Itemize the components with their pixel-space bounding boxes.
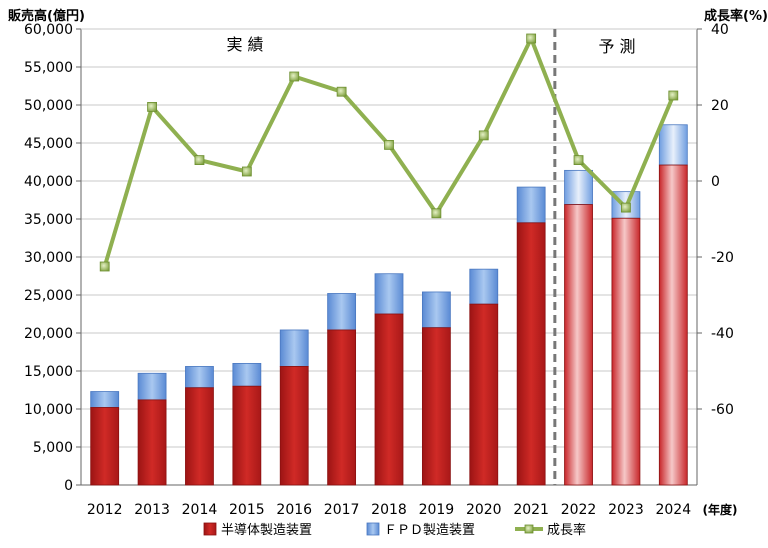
legend: 半導体製造装置 ＦＰＤ製造装置 成長率 [203, 522, 586, 538]
left-tick-label: 0 [64, 478, 73, 494]
growth-point-2015 [241, 166, 252, 177]
left-tick-label: 20,000 [24, 326, 73, 342]
left-tick-label: 40,000 [24, 174, 73, 190]
bar-semiconductor-2016 [279, 366, 309, 486]
right-tick-label: -60 [711, 402, 734, 418]
bar-fpd-2014 [185, 366, 214, 389]
right-axis-title: 成長率(%) [704, 8, 768, 24]
bar-fpd-2012 [90, 391, 120, 408]
bar-fpd-2024 [658, 124, 688, 166]
growth-point-2019 [431, 208, 442, 219]
bar-fpd-2015 [232, 362, 262, 387]
x-tick-label: 2014 [182, 502, 218, 518]
legend-swatch-fpd [366, 522, 380, 536]
growth-point-2017 [336, 86, 347, 97]
legend-label-semiconductor: 半導体製造装置 [221, 523, 312, 538]
x-tick-label: 2024 [655, 502, 691, 518]
left-tick-label: 30,000 [24, 250, 73, 266]
bar-semiconductor-2014 [185, 387, 214, 486]
right-tick-label: -40 [711, 326, 734, 342]
legend-marker-growth [524, 524, 534, 534]
x-tick-label: 2016 [276, 502, 312, 518]
legend-item-fpd: ＦＰＤ製造装置 [366, 522, 475, 538]
x-tick-label: 2020 [466, 502, 502, 518]
bar-fpd-2019 [421, 291, 451, 329]
left-axis-title: 販売高(億円) [8, 8, 85, 24]
x-tick-label: 2022 [561, 502, 597, 518]
left-tick-label: 45,000 [24, 136, 73, 152]
x-axis-ticks: 2012 2013 2014 2015 2016 2017 2018 2019 2020 2021… [87, 502, 691, 518]
bar-fpd-2020 [469, 268, 499, 305]
x-tick-label: 2019 [419, 502, 455, 518]
growth-point-2021 [526, 33, 537, 44]
legend-label-fpd: ＦＰＤ製造装置 [384, 523, 475, 538]
left-tick-label: 35,000 [24, 212, 73, 228]
bar-semiconductor-2018 [374, 313, 404, 486]
bar-fpd-2013 [137, 372, 167, 401]
x-unit-label: (年度) [703, 502, 738, 517]
left-tick-label: 50,000 [24, 98, 73, 114]
x-tick-label: 2012 [87, 502, 123, 518]
right-tick-label: 0 [711, 174, 720, 190]
bars [90, 124, 688, 486]
bar-fpd-2017 [327, 293, 357, 331]
bar-semiconductor-2021 [516, 222, 546, 486]
region-label-actual: 実 績 [226, 35, 263, 54]
left-tick-label: 10,000 [24, 402, 73, 418]
left-axis-ticks: 0 5,000 10,000 15,000 20,000 25,000 30,000 35,0… [24, 22, 81, 494]
legend-label-growth: 成長率 [547, 522, 586, 538]
bar-semiconductor-2012 [90, 407, 120, 486]
legend-item-growth: 成長率 [515, 522, 586, 538]
bar-semiconductor-2015 [232, 385, 262, 486]
bar-fpd-2021 [516, 186, 546, 224]
left-tick-label: 60,000 [24, 22, 73, 38]
growth-point-2024 [668, 90, 679, 101]
left-tick-label: 25,000 [24, 288, 73, 304]
right-tick-label: 40 [711, 22, 729, 38]
bar-semiconductor-2013 [137, 399, 167, 486]
growth-point-2020 [478, 130, 489, 141]
left-tick-label: 5,000 [33, 440, 73, 456]
bar-semiconductor-2022 [564, 204, 593, 486]
right-tick-label: -20 [711, 250, 734, 266]
left-tick-label: 55,000 [24, 60, 73, 76]
bar-fpd-2018 [374, 273, 404, 315]
x-tick-label: 2021 [513, 502, 549, 518]
x-tick-label: 2013 [134, 502, 170, 518]
bar-fpd-2016 [279, 329, 309, 367]
bar-semiconductor-2024 [658, 164, 688, 486]
growth-point-2012 [99, 261, 110, 272]
right-axis-ticks: 40 20 0 -20 -40 -60 [697, 22, 734, 418]
bar-semiconductor-2020 [469, 303, 499, 486]
growth-line [99, 33, 679, 272]
growth-point-2016 [289, 71, 300, 82]
x-tick-label: 2017 [324, 502, 360, 518]
left-tick-label: 15,000 [24, 364, 73, 380]
right-tick-label: 20 [711, 98, 729, 114]
bar-semiconductor-2023 [611, 217, 641, 486]
x-tick-label: 2023 [608, 502, 644, 518]
growth-point-2013 [147, 102, 157, 112]
legend-swatch-semiconductor [203, 522, 217, 536]
bar-fpd-2022 [564, 169, 593, 205]
x-tick-label: 2015 [229, 502, 265, 518]
growth-point-2022 [573, 155, 584, 166]
growth-point-2018 [384, 139, 394, 150]
growth-point-2023 [621, 202, 631, 213]
bar-semiconductor-2017 [327, 329, 357, 486]
legend-item-semiconductor: 半導体製造装置 [203, 522, 312, 538]
bar-semiconductor-2019 [421, 327, 451, 486]
x-tick-label: 2018 [371, 502, 407, 518]
growth-point-2014 [194, 155, 205, 166]
region-label-forecast: 予 測 [598, 37, 635, 56]
